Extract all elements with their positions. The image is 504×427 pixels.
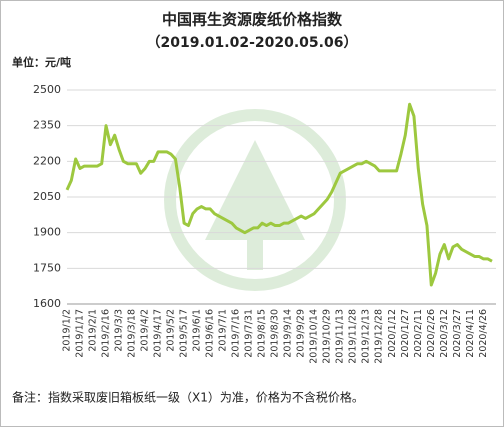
x-tick-label: 2019/2/1 [88,309,99,352]
x-tick-label: 2019/7/1 [218,309,229,352]
x-tick-label: 2019/8/30 [270,309,281,358]
x-tick-label: 2019/6/1 [192,309,203,352]
x-tick-label: 2019/5/17 [179,309,190,358]
x-tick-label: 2019/5/2 [166,309,177,352]
x-tick-label: 2019/10/29 [322,309,333,364]
x-tick-label: 2020/3/27 [452,309,463,358]
x-tick-label: 2019/8/15 [257,309,268,358]
chart-subtitle: （2019.01.02-2020.05.06） [147,35,358,51]
chart-title: 中国再生资源废纸价格指数 [162,11,343,29]
y-tick-label: 1900 [33,226,61,239]
y-tick-label: 2200 [33,154,61,167]
note: 备注：指数采取废旧箱板纸一级（X1）为准，价格为不含税价格。 [12,390,364,405]
x-tick-label: 2019/9/29 [296,309,307,358]
x-tick-label: 2020/1/27 [400,309,411,358]
y-tick-label: 1750 [33,261,61,274]
x-tick-label: 2019/3/18 [127,309,138,358]
y-tick-label: 2050 [33,190,61,203]
x-tick-label: 2019/7/31 [244,309,255,358]
watermark [164,109,346,291]
y-tick-label: 2500 [33,83,61,96]
x-tick-label: 2020/3/12 [439,309,450,358]
x-tick-label: 2019/12/28 [374,309,385,364]
x-tick-label: 2020/2/11 [413,309,424,358]
x-tick-label: 2019/6/16 [205,309,216,358]
x-tick-label: 2020/2/26 [426,309,437,358]
x-tick-label: 2019/1/17 [75,309,86,358]
x-tick-label: 2019/11/28 [348,309,359,364]
x-tick-label: 2019/9/14 [283,309,294,358]
x-tick-label: 2019/7/16 [231,309,242,358]
x-tick-label: 2019/4/2 [140,309,151,352]
x-tick-label: 2019/12/13 [361,309,372,364]
x-tick-label: 2020/4/26 [478,309,489,358]
x-tick-label: 2019/11/13 [335,309,346,364]
x-tick-label: 2019/10/14 [309,309,320,364]
data-line [65,102,493,287]
x-tick-label: 2019/1/2 [62,309,73,352]
unit-label: 单位：元/吨 [12,55,71,69]
y-tick-label: 2350 [33,119,61,132]
x-tick-label: 2019/2/16 [101,309,112,358]
x-tick-label: 2019/4/17 [153,309,164,358]
x-tick-label: 2020/4/11 [465,309,476,358]
x-tick-label: 2020/1/12 [387,309,398,358]
y-tick-label: 1600 [33,297,61,310]
x-tick-label: 2019/3/3 [114,309,125,352]
